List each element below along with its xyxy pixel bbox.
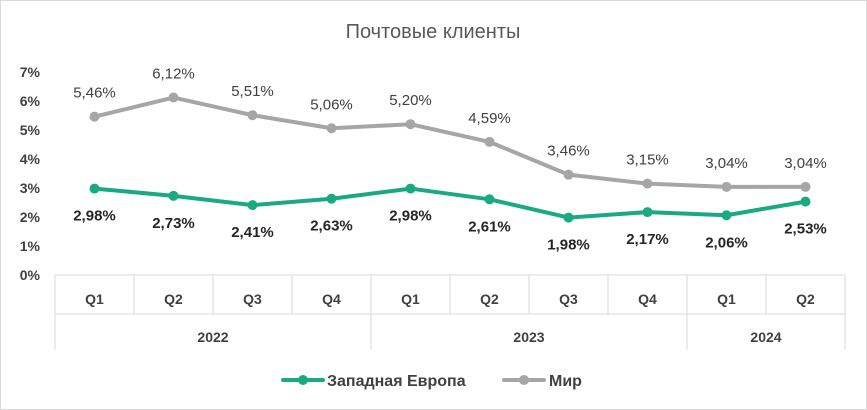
x-tick-label: Q3 — [243, 291, 262, 307]
x-tick-label: Q1 — [401, 291, 420, 307]
data-point — [247, 200, 258, 211]
data-point — [642, 207, 653, 218]
y-tick-label: 3% — [20, 180, 41, 196]
series-lines — [89, 92, 811, 223]
legend[interactable]: Западная Европа Мир — [281, 373, 582, 390]
axes: 0% 1% 2% 3% 4% 5% 6% 7% Q1 Q2 Q3 Q4 Q1 Q2 Q3 Q4 Q1 Q2 2022… — [20, 64, 846, 350]
data-point — [721, 210, 732, 221]
legend-marker — [298, 375, 308, 385]
data-point — [484, 136, 495, 147]
y-tick-label: 0% — [20, 267, 41, 283]
y-tick-label: 2% — [20, 209, 41, 225]
x-tick-label: Q4 — [322, 291, 341, 307]
data-point — [563, 212, 574, 223]
x-tick-label: Q1 — [717, 291, 736, 307]
data-label: 3,15% — [626, 152, 669, 169]
y-tick-label: 4% — [20, 151, 41, 167]
data-label: 1,98% — [547, 237, 590, 254]
group-label: 2023 — [513, 329, 544, 345]
data-label: 5,20% — [389, 92, 432, 109]
data-label: 4,59% — [468, 110, 511, 127]
data-point — [168, 190, 179, 201]
legend-label: Мир — [549, 373, 582, 390]
data-label: 5,06% — [310, 96, 353, 113]
y-tick-label: 6% — [20, 93, 41, 109]
data-point — [326, 123, 337, 134]
data-label: 2,06% — [705, 234, 748, 251]
data-point — [721, 181, 732, 192]
x-tick-label: Q1 — [85, 291, 104, 307]
data-point — [89, 183, 100, 194]
x-tick-label: Q3 — [559, 291, 578, 307]
data-label: 2,17% — [626, 231, 669, 248]
series-line-western-europe — [92, 186, 808, 220]
legend-marker — [519, 375, 529, 385]
y-tick-label: 7% — [20, 64, 41, 80]
y-tick-label: 1% — [20, 238, 41, 254]
x-tick-label: Q2 — [480, 291, 499, 307]
x-tick-label: Q4 — [638, 291, 657, 307]
data-label: 2,73% — [152, 215, 195, 232]
data-point — [642, 178, 653, 189]
data-label: 6,12% — [152, 66, 195, 83]
data-labels: 2,98% 2,73% 2,41% 2,63% 2,98% 2,61% 1,98% 2,17%… — [73, 66, 827, 254]
data-point — [405, 119, 416, 130]
data-point — [800, 196, 811, 207]
data-label: 5,51% — [231, 83, 274, 100]
data-label: 2,41% — [231, 224, 274, 241]
x-tick-label: Q2 — [164, 291, 183, 307]
data-label: 5,46% — [73, 85, 116, 102]
series-line-world — [92, 95, 808, 189]
data-label: 2,61% — [468, 218, 511, 235]
legend-item-western-europe[interactable]: Западная Европа — [281, 373, 466, 390]
data-point — [247, 110, 258, 121]
legend-item-world[interactable]: Мир — [502, 373, 582, 390]
data-label: 3,04% — [784, 155, 827, 172]
data-point — [89, 111, 100, 122]
legend-label: Западная Европа — [327, 373, 466, 390]
data-point — [168, 92, 179, 103]
chart-title: Почтовые клиенты — [346, 21, 521, 43]
data-point — [484, 194, 495, 205]
data-label: 2,98% — [389, 208, 432, 225]
data-label: 3,04% — [705, 155, 748, 172]
data-point — [563, 169, 574, 180]
data-label: 2,63% — [310, 218, 353, 235]
data-point — [405, 183, 416, 194]
data-point — [800, 181, 811, 192]
data-label: 2,98% — [73, 208, 116, 225]
y-tick-label: 5% — [20, 122, 41, 138]
group-label: 2022 — [197, 329, 228, 345]
group-label: 2024 — [750, 329, 781, 345]
x-tick-label: Q2 — [796, 291, 815, 307]
data-point — [326, 193, 337, 204]
data-label: 2,53% — [784, 221, 827, 238]
data-label: 3,46% — [547, 143, 590, 160]
